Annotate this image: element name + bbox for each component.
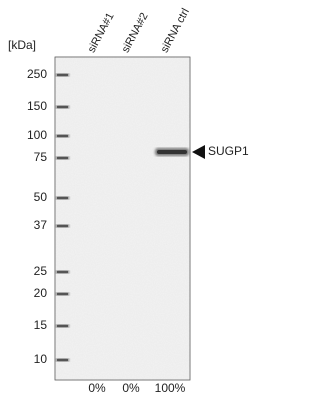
marker-label: 15 [34, 318, 48, 332]
marker-label: 37 [34, 218, 48, 232]
lane-label: siRNA#1 [86, 11, 117, 55]
lane-label: siRNA#2 [120, 11, 151, 55]
knockdown-percentage: 0% [122, 381, 140, 395]
target-arrow [192, 145, 205, 159]
marker-band-core [57, 325, 68, 327]
marker-band-core [57, 135, 68, 137]
marker-label: 150 [27, 99, 47, 113]
target-label: SUGP1 [208, 144, 249, 158]
marker-band-core [57, 106, 68, 108]
marker-band-core [57, 157, 68, 159]
lane-label: siRNA ctrl [159, 7, 192, 55]
marker-band-core [57, 225, 68, 227]
target-band [157, 150, 187, 154]
marker-band-core [57, 271, 68, 273]
marker-band-core [57, 197, 68, 199]
membrane-texture [55, 57, 190, 380]
knockdown-percentage: 0% [88, 381, 106, 395]
marker-label: 20 [34, 286, 48, 300]
marker-label: 25 [34, 264, 48, 278]
marker-label: 50 [34, 190, 48, 204]
marker-label: 250 [27, 67, 47, 81]
knockdown-percentage: 100% [155, 381, 186, 395]
marker-label: 10 [34, 352, 48, 366]
marker-band-core [57, 359, 68, 361]
marker-band-core [57, 74, 68, 76]
marker-label: 75 [34, 150, 48, 164]
unit-label: [kDa] [8, 38, 36, 52]
western-blot-figure: [kDa] SUGP1 250 150 100 75 50 37 25 20 15 10 siRNA… [0, 0, 255, 396]
marker-label: 100 [27, 128, 47, 142]
marker-band-core [57, 293, 68, 295]
